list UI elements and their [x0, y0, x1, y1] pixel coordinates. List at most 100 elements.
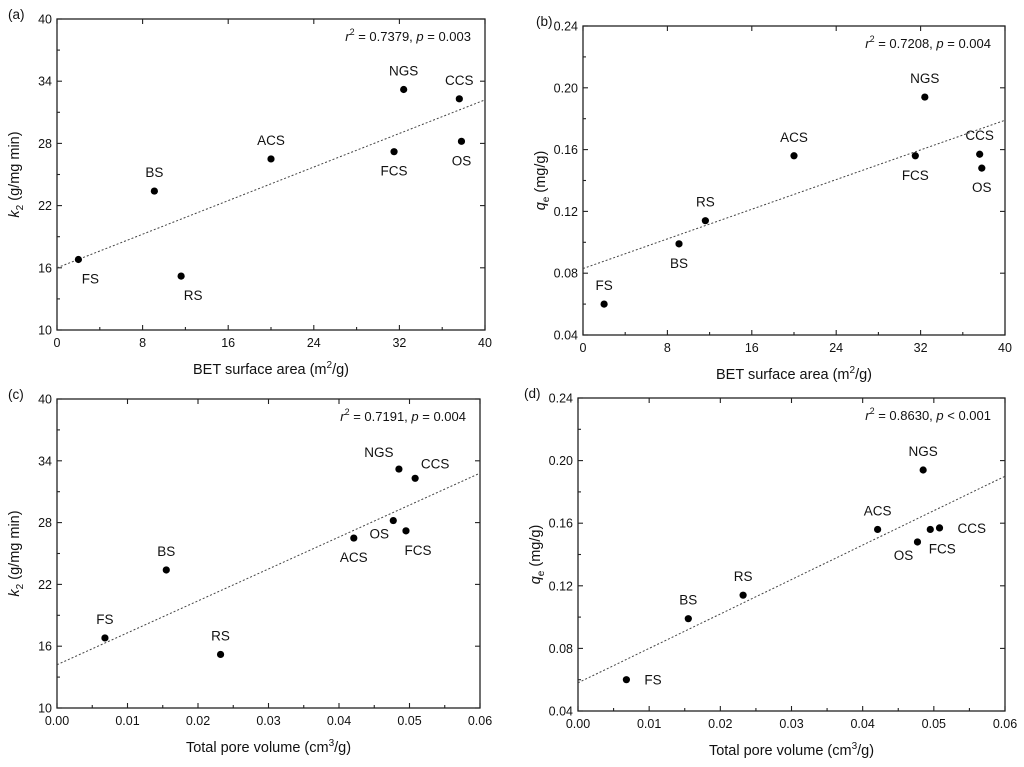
x-tick-label: 0.00	[566, 717, 590, 731]
x-axis-title: Total pore volume (cm3/g)	[186, 738, 351, 756]
point-label-fs: FS	[595, 278, 612, 293]
data-point-acs	[267, 155, 275, 163]
data-point-acs	[790, 152, 798, 160]
x-tick-label: 0.03	[256, 714, 280, 728]
y-tick-label: 22	[38, 578, 52, 592]
regression-line	[56, 99, 486, 269]
y-tick-label: 0.24	[549, 392, 573, 406]
x-tick-label: 0.02	[186, 714, 210, 728]
point-label-rs: RS	[734, 569, 753, 584]
data-point-bs	[675, 240, 683, 248]
data-point-ngs	[395, 465, 403, 473]
point-label-fs: FS	[96, 612, 113, 627]
data-point-rs	[177, 272, 185, 280]
y-tick-label: 40	[38, 393, 52, 407]
x-tick-label: 16	[745, 341, 759, 355]
x-axis-title: BET surface area (m2/g)	[193, 360, 349, 378]
point-label-acs: ACS	[864, 503, 892, 518]
x-axis-title: BET surface area (m2/g)	[716, 365, 872, 383]
point-label-rs: RS	[696, 195, 715, 210]
x-tick-label: 40	[998, 341, 1012, 355]
y-axis-title: k2 (g/mg min)	[7, 510, 26, 596]
x-tick-label: 8	[664, 341, 671, 355]
data-point-ngs	[921, 93, 929, 101]
y-tick-label: 10	[38, 324, 52, 338]
x-tick-label: 0.02	[708, 717, 732, 731]
data-point-rs	[739, 591, 747, 599]
point-label-fs: FS	[644, 673, 661, 688]
data-point-os	[457, 137, 466, 145]
x-tick-label: 32	[392, 336, 406, 350]
point-label-bs: BS	[157, 544, 175, 559]
point-label-os: OS	[452, 153, 472, 168]
y-tick-label: 10	[38, 702, 52, 716]
regression-line	[582, 119, 1006, 270]
panel-c: (c) 0.00 0.01 0.02 0.03 0.04 0.05 0.06 10 16 22 28 3…	[7, 387, 492, 756]
y-tick-label: 0.08	[549, 642, 573, 656]
y-tick-label: 0.16	[554, 143, 578, 157]
x-tick-label: 0.03	[779, 717, 803, 731]
y-tick-label: 16	[38, 261, 52, 275]
x-tick-label: 0.04	[327, 714, 351, 728]
panel-b: (b) 0 8 16 24 32 40 0.04 0.08 0.12 0.16 0.20 0.24 BET…	[533, 14, 1012, 383]
y-axis-title: qe (mg/g)	[533, 151, 552, 211]
data-point-fs	[622, 676, 630, 684]
data-point-ccs	[935, 524, 944, 532]
regression-line	[577, 475, 1006, 684]
point-label-fcs: FCS	[404, 543, 431, 558]
x-axis-title: Total pore volume (cm3/g)	[709, 741, 874, 759]
point-label-fcs: FCS	[902, 168, 929, 183]
x-tick-label: 0.05	[922, 717, 946, 731]
x-tick-label: 16	[221, 336, 235, 350]
x-tick-label: 0	[54, 336, 61, 350]
x-tick-label: 24	[829, 341, 843, 355]
point-label-os: OS	[370, 527, 390, 542]
y-tick-label: 0.04	[554, 329, 578, 343]
data-point-ccs	[976, 150, 984, 158]
panel-label: (a)	[8, 7, 25, 22]
stats-annotation: r2 = 0.7191, p = 0.004	[340, 407, 466, 424]
data-point-fs	[600, 300, 608, 308]
point-label-ccs: CCS	[421, 456, 450, 471]
point-label-ngs: NGS	[364, 445, 393, 460]
plot-frame	[56, 18, 486, 331]
y-tick-label: 22	[38, 199, 52, 213]
data-point-bs	[162, 566, 170, 574]
y-tick-label: 0.12	[554, 205, 578, 219]
data-point-rs	[216, 650, 225, 659]
y-axis-title: k2 (g/mg min)	[7, 131, 26, 217]
point-label-bs: BS	[679, 593, 697, 608]
y-tick-label: 0.04	[549, 705, 573, 719]
x-tick-label: 0.01	[637, 717, 661, 731]
x-tick-label: 0.01	[115, 714, 139, 728]
x-tick-label: 0.00	[45, 714, 69, 728]
point-label-ccs: CCS	[445, 73, 474, 88]
point-label-ngs: NGS	[909, 444, 938, 459]
point-label-ngs: NGS	[910, 71, 939, 86]
data-point-fs	[101, 634, 109, 642]
point-label-fcs: FCS	[381, 164, 408, 179]
data-point-ccs	[455, 95, 463, 103]
x-tick-label: 0.06	[993, 717, 1017, 731]
data-point-fcs	[390, 148, 398, 156]
data-point-bs	[150, 187, 158, 195]
x-tick-label: 24	[307, 336, 321, 350]
data-point-ccs	[411, 474, 419, 482]
data-point-bs	[684, 615, 692, 623]
data-point-fs	[74, 255, 82, 264]
x-tick-label: 0	[580, 341, 587, 355]
y-tick-label: 0.08	[554, 267, 578, 281]
y-tick-label: 34	[38, 454, 52, 468]
x-tick-label: 0.06	[468, 714, 492, 728]
point-label-fcs: FCS	[929, 541, 956, 556]
y-tick-label: 34	[38, 75, 52, 89]
data-point-fcs	[402, 527, 410, 535]
point-label-rs: RS	[211, 628, 230, 643]
y-tick-label: 0.12	[549, 579, 573, 593]
point-label-fs: FS	[82, 272, 99, 287]
panel-a: (a) 0 8 16 24 32 40 10 16 22 28 34 40 BET surface are…	[7, 7, 492, 378]
point-label-ngs: NGS	[389, 63, 418, 78]
point-label-os: OS	[894, 548, 914, 563]
stats-annotation: r2 = 0.7208, p = 0.004	[865, 34, 991, 51]
data-point-fcs	[926, 525, 934, 534]
